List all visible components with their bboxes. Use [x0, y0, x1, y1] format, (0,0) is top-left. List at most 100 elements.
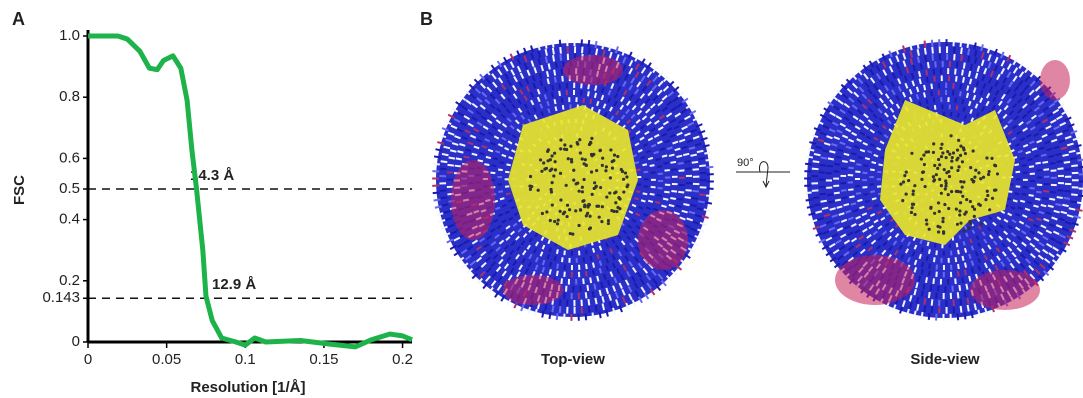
orientation-tick	[455, 166, 461, 167]
orientation-tick	[964, 313, 965, 320]
blob-dot	[994, 188, 997, 191]
orientation-tick	[919, 71, 920, 77]
blob-dot	[616, 206, 619, 209]
blob-dot	[987, 173, 990, 176]
orientation-tick	[650, 194, 655, 195]
y-tick-label: 0	[72, 333, 80, 350]
orientation-tick	[863, 165, 868, 166]
blob-dot	[905, 193, 908, 196]
orientation-tick	[1016, 172, 1021, 173]
orientation-tick	[583, 278, 584, 284]
orientation-tick	[584, 257, 585, 262]
orientation-tick	[920, 79, 921, 84]
blob-dot	[958, 213, 961, 216]
orientation-tick	[918, 57, 919, 63]
orientation-tick	[924, 298, 925, 304]
orientation-tick	[872, 198, 876, 199]
orientation-tick	[590, 277, 591, 283]
blob-dot	[959, 154, 962, 157]
orientation-tick	[442, 204, 449, 205]
blob-dot	[972, 149, 975, 152]
blob-dot	[932, 142, 935, 145]
blob-dot	[936, 225, 939, 228]
blob-dot	[578, 138, 581, 141]
orientation-tick	[1015, 193, 1019, 194]
orientation-tick	[955, 98, 956, 103]
blob-dot	[938, 163, 941, 166]
blob-dot	[911, 206, 914, 209]
y-tick-label: 0.4	[59, 211, 80, 228]
orientation-tick	[805, 164, 812, 165]
blob-dot	[905, 171, 908, 174]
orientation-tick	[934, 257, 935, 262]
blob-dot	[980, 222, 983, 225]
blob-dot	[620, 168, 623, 171]
blob-dot	[947, 207, 950, 210]
orientation-tick	[837, 206, 843, 207]
orientation-tick	[926, 277, 927, 282]
orientation-tick	[498, 169, 503, 170]
orientation-tick	[594, 284, 595, 290]
blob-dot	[546, 150, 549, 153]
orientation-tick	[706, 195, 713, 196]
orientation-tick	[924, 85, 925, 90]
orientation-tick	[807, 206, 814, 207]
orientation-tick	[493, 158, 498, 159]
orientation-tick	[555, 106, 556, 110]
orientation-tick	[966, 284, 967, 290]
orientation-tick	[960, 40, 961, 47]
orientation-tick	[958, 113, 959, 117]
orientation-tick	[509, 157, 513, 158]
orientation-tick	[596, 49, 597, 56]
orientation-tick	[590, 99, 591, 104]
orientation-tick	[1029, 195, 1034, 196]
blob-dot	[964, 152, 967, 155]
blob-dot	[543, 168, 546, 171]
orientation-tick	[965, 291, 966, 297]
orientation-tick	[1014, 164, 1018, 165]
orientation-tick	[479, 153, 484, 154]
orientation-tick	[928, 242, 929, 246]
orientation-tick	[827, 166, 833, 167]
blob-dot	[956, 169, 959, 172]
y-tick-label: 0.8	[59, 88, 80, 105]
orientation-tick	[959, 285, 960, 291]
blob-dot	[972, 180, 975, 183]
blob-dot	[598, 216, 601, 219]
blob-dot	[613, 154, 616, 157]
blob-dot	[977, 171, 980, 174]
orientation-tick	[589, 47, 590, 54]
blob-dot	[946, 150, 949, 153]
orientation-tick	[935, 243, 936, 247]
orientation-tick	[434, 156, 441, 157]
blob-dot	[601, 157, 604, 160]
orientation-tick	[870, 169, 875, 170]
orientation-tick	[864, 194, 869, 195]
blob-dot	[604, 169, 607, 172]
orientation-tick	[655, 202, 660, 203]
blob-dot	[988, 208, 991, 211]
y-tick-label: 1.0	[59, 27, 80, 44]
orientation-tick	[593, 291, 594, 297]
blob-dot	[559, 210, 562, 213]
orientation-tick	[589, 306, 590, 313]
orientation-tick	[965, 226, 967, 229]
orientation-tick	[929, 313, 930, 320]
orientation-tick	[1013, 200, 1017, 201]
orientation-tick	[1043, 169, 1049, 170]
orientation-tick	[456, 158, 462, 159]
orientation-tick	[550, 262, 551, 267]
orientation-tick	[964, 107, 965, 111]
blob-dot	[956, 223, 959, 226]
orientation-tick	[965, 270, 966, 275]
orientation-tick	[699, 165, 706, 166]
orientation-tick	[1057, 161, 1063, 162]
orientation-tick	[691, 155, 697, 156]
orientation-tick	[1020, 158, 1025, 159]
orientation-tick	[920, 254, 921, 259]
orientation-tick	[560, 47, 561, 54]
orientation-tick	[968, 49, 969, 55]
orientation-tick	[1070, 158, 1077, 159]
orientation-tick	[962, 70, 963, 76]
orientation-tick	[923, 284, 924, 290]
